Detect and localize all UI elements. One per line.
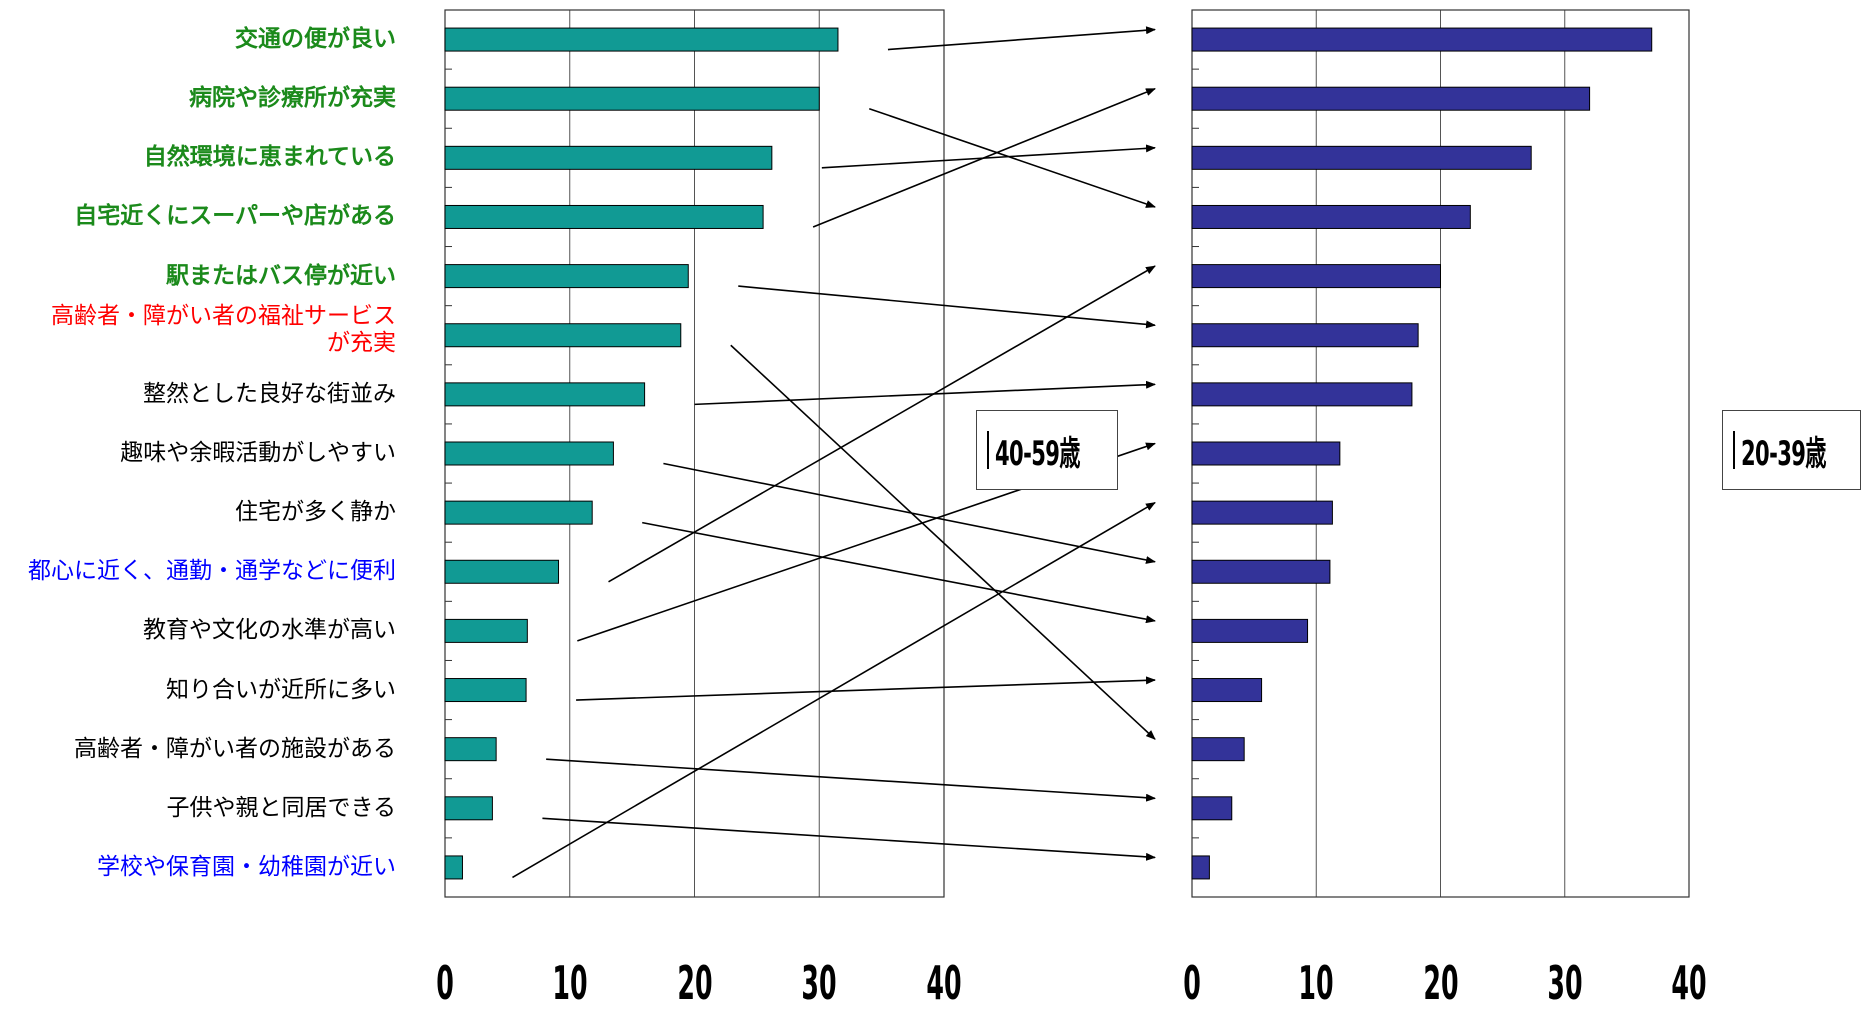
right-bar xyxy=(1191,855,1210,880)
category-label: 教育や文化の水準が高い xyxy=(143,617,396,644)
right-bar xyxy=(1191,796,1233,821)
rank-change-arrow xyxy=(546,758,1156,802)
left-bars xyxy=(444,27,839,880)
left-bar xyxy=(444,441,614,466)
category-label: 整然とした良好な街並み xyxy=(143,380,396,407)
rank-change-arrow xyxy=(730,344,1156,740)
rank-change-arrow xyxy=(642,521,1156,624)
right-bar xyxy=(1191,559,1331,584)
left-bar xyxy=(444,678,527,703)
category-label: 高齢者・障がい者の施設がある xyxy=(74,735,396,762)
legend-left: 40-59歳 xyxy=(976,410,1118,490)
left-bar xyxy=(444,27,839,52)
right-bar xyxy=(1191,441,1341,466)
rank-change-arrow xyxy=(821,144,1156,169)
rank-change-arrow xyxy=(512,501,1156,879)
category-label: 趣味や余暇活動がしやすい xyxy=(120,440,396,466)
category-label: 都心に近く、通勤・通学などに便利 xyxy=(28,558,396,585)
left-x-tick-label: 10 xyxy=(552,956,588,1010)
left-x-tick-label: 0 xyxy=(436,956,454,1010)
rank-change-arrow xyxy=(868,107,1156,208)
left-bar xyxy=(444,559,560,584)
category-label: 知り合いが近所に多い xyxy=(166,676,396,703)
legend-left-swatch xyxy=(987,431,989,469)
left-bar xyxy=(444,264,689,289)
right-bars xyxy=(1191,27,1653,880)
category-label: 子供や親と同居できる xyxy=(166,794,396,821)
left-bar xyxy=(444,500,593,525)
right-bar xyxy=(1191,264,1441,289)
rank-change-arrow xyxy=(542,817,1156,861)
left-x-tick-label: 20 xyxy=(676,956,713,1010)
left-bar xyxy=(444,855,463,880)
category-label: 自宅近くにスーパーや店がある xyxy=(74,203,396,230)
right-bar xyxy=(1191,382,1413,407)
rank-change-arrow xyxy=(812,87,1156,228)
category-label: 学校や保育園・幼稚園が近い xyxy=(97,853,396,880)
rank-change-arrows xyxy=(512,26,1156,879)
left-bar xyxy=(444,618,528,643)
category-label: 住宅が多く静か xyxy=(235,499,396,526)
right-x-tick-label: 40 xyxy=(1671,956,1707,1010)
right-bar xyxy=(1191,27,1653,52)
rank-change-arrow xyxy=(887,26,1156,51)
right-bar xyxy=(1191,678,1263,703)
legend-right-label: 20-39歳 xyxy=(1741,433,1826,474)
right-bar xyxy=(1191,618,1309,643)
right-x-tick-label: 10 xyxy=(1298,956,1334,1010)
rank-change-arrow xyxy=(576,676,1156,701)
right-bar xyxy=(1191,86,1591,111)
left-bar xyxy=(444,796,493,821)
left-bar xyxy=(444,323,682,348)
right-bar xyxy=(1191,500,1333,525)
rank-change-arrow xyxy=(694,380,1156,406)
left-bar xyxy=(444,86,820,111)
rank-change-arrow xyxy=(608,265,1156,583)
left-bar xyxy=(444,737,497,762)
right-bar xyxy=(1191,737,1245,762)
right-bar xyxy=(1191,323,1419,348)
category-label: 病院や診療所が充実 xyxy=(189,85,396,112)
category-label: 駅またはバス停が近い xyxy=(166,262,396,289)
right-x-tick-label: 30 xyxy=(1547,956,1583,1010)
left-bar xyxy=(444,382,646,407)
rank-change-arrow xyxy=(663,462,1156,564)
legend-right-swatch xyxy=(1733,431,1735,469)
right-bar xyxy=(1191,204,1471,229)
legend-left-label: 40-59歳 xyxy=(995,433,1080,474)
left-bar xyxy=(444,204,764,229)
rank-change-arrow xyxy=(738,285,1156,329)
left-x-tick-label: 40 xyxy=(926,956,962,1010)
left-x-tick-label: 30 xyxy=(801,956,837,1010)
right-x-tick-label: 0 xyxy=(1183,956,1201,1010)
right-bar xyxy=(1191,145,1532,170)
category-label: 自然環境に恵まれている xyxy=(143,144,396,171)
right-x-tick-label: 20 xyxy=(1422,956,1459,1010)
category-label: 高齢者・障がい者の福祉サービス が充実 xyxy=(51,303,396,356)
category-label: 交通の便が良い xyxy=(235,26,396,53)
left-bar xyxy=(444,145,773,170)
legend-right: 20-39歳 xyxy=(1722,410,1861,490)
